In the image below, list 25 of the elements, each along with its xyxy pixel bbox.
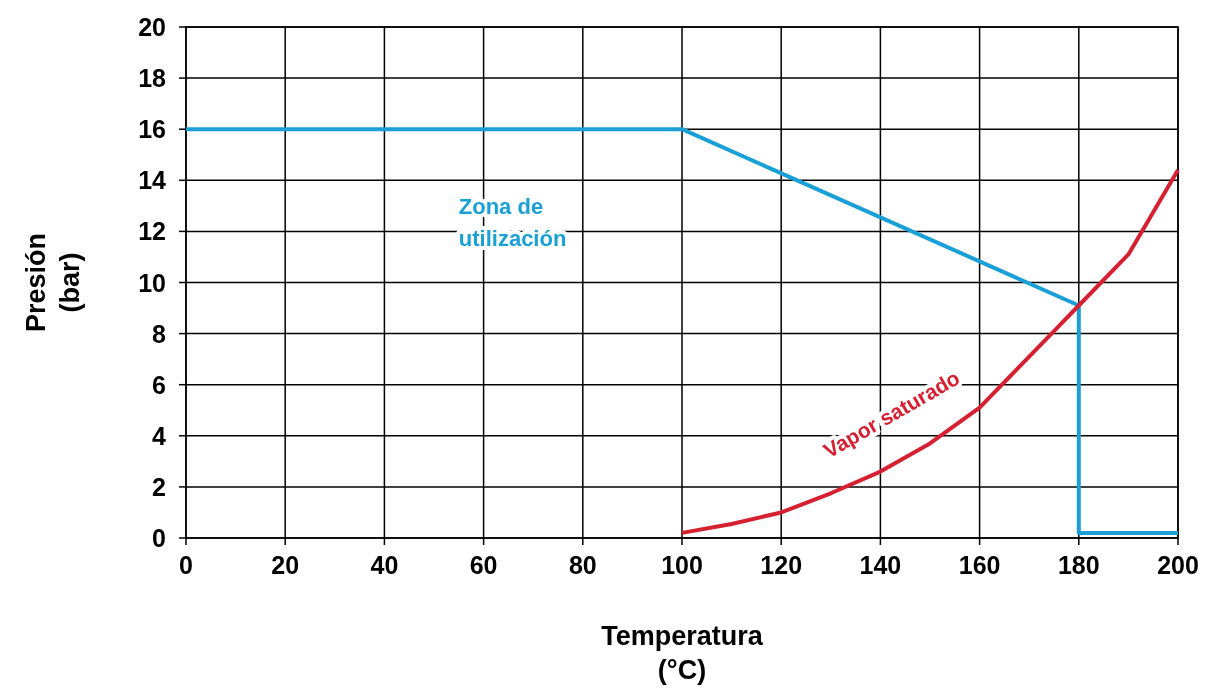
x-tick-label: 140	[859, 551, 902, 579]
y-tick-label: 18	[138, 64, 167, 93]
x-axis-title: Temperatura (°C)	[601, 621, 764, 685]
x-tick-label: 180	[1057, 551, 1100, 579]
y-tick-label: 2	[152, 472, 166, 501]
x-tick-label: 200	[1157, 551, 1199, 579]
x-tick-label: 160	[958, 551, 1001, 579]
y-tick-label: 4	[152, 421, 167, 450]
line-series	[680, 168, 1180, 535]
x-tick-label: 20	[271, 551, 300, 579]
y-tick-label: 0	[152, 524, 166, 552]
y-tick-label: 20	[138, 13, 166, 41]
y-tick-label: 6	[152, 370, 166, 399]
y-tick-label: 8	[152, 319, 167, 348]
y-tick-label: 16	[138, 115, 166, 144]
x-tick-label: 60	[469, 551, 498, 579]
x-tick-label: 100	[661, 551, 703, 579]
y-tick-label: 12	[138, 217, 166, 246]
y-axis-title: Presión (bar)	[21, 232, 85, 333]
x-tick-label: 0	[179, 551, 193, 579]
x-tick-label: 40	[370, 551, 399, 579]
x-tick-label: 80	[568, 551, 597, 579]
y-tick-label: 10	[138, 268, 166, 297]
x-tick-label: 120	[760, 551, 803, 579]
y-tick-label: 14	[138, 166, 167, 195]
